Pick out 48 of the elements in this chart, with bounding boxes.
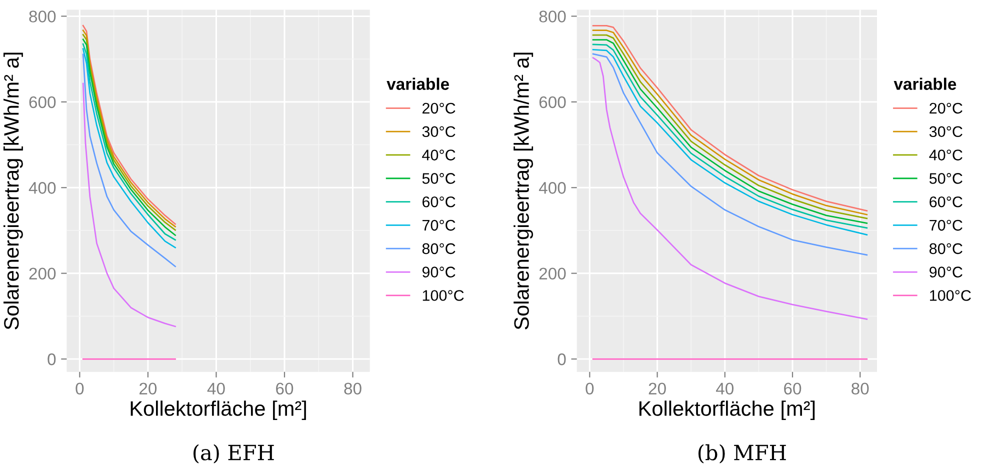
legend-label: 70°C <box>930 220 962 231</box>
y-tick-label: 800 <box>29 10 56 22</box>
x-tick-label: 80 <box>344 382 362 395</box>
legend-label: 90°C <box>422 266 456 278</box>
y-tick-label: 800 <box>539 10 566 22</box>
legend-label: 30°C <box>422 126 456 138</box>
legend-label: 20°C <box>930 102 962 114</box>
y-tick-label: 400 <box>28 182 56 194</box>
x-tick-label: 60 <box>276 382 294 395</box>
legend-title: variable <box>894 78 956 90</box>
legend-label: 20°C <box>422 102 456 114</box>
x-tick-label: 20 <box>648 382 666 395</box>
x-axis-title: Kollektorfläche [m²] <box>130 400 306 420</box>
y-axis-title: Solarenergieertrag [kWh/m² a] <box>514 52 534 330</box>
x-tick-label: 40 <box>716 382 734 395</box>
legend-label: 30°C <box>929 126 962 138</box>
x-tick-label: 60 <box>784 382 802 395</box>
x-tick-label: 0 <box>76 382 84 395</box>
y-tick-label: 0 <box>48 353 56 366</box>
text: (b) MFH <box>698 444 786 464</box>
legend-label: 40°C <box>422 150 456 160</box>
legend-label: 60°C <box>930 196 962 208</box>
y-tick-label: 600 <box>29 96 56 108</box>
legend-label: 40°C <box>929 150 962 160</box>
line-series <box>592 57 868 320</box>
x-tick-label: 40 <box>207 382 225 395</box>
x-axis-title: Kollektorfläche [m²] <box>639 400 815 420</box>
y-axis-title: Solarenergieertrag [kWh/m² a] <box>4 52 23 330</box>
legend-label: 100°C <box>422 290 464 301</box>
legend-label: 80°C <box>422 243 456 254</box>
y-tick-label: 600 <box>539 96 566 108</box>
line-series <box>82 82 176 328</box>
x-tick-label: 20 <box>140 382 157 395</box>
y-tick-label: 400 <box>538 182 566 194</box>
y-tick-label: 200 <box>539 268 566 280</box>
y-tick-label: 0 <box>558 353 566 366</box>
y-tick-label: 200 <box>29 268 56 280</box>
legend-label: 60°C <box>422 196 456 208</box>
legend-label: 100°C <box>930 290 971 301</box>
legend-label: 80°C <box>930 243 962 254</box>
legend-label: 50°C <box>929 173 962 184</box>
legend-label: 70°C <box>422 220 456 231</box>
x-tick-label: 0 <box>586 382 594 395</box>
text: (a) EFH <box>194 444 274 464</box>
legend-label: 90°C <box>930 266 962 278</box>
legend-title: variable <box>386 78 450 90</box>
x-tick-label: 80 <box>852 382 869 395</box>
legend-label: 50°C <box>422 173 456 184</box>
